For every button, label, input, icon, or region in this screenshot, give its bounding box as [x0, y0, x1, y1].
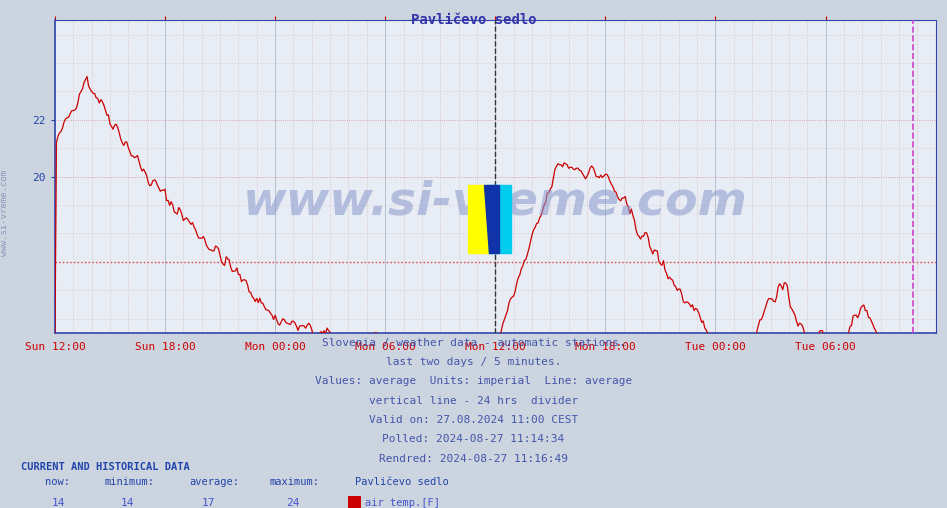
Text: Rendred: 2024-08-27 11:16:49: Rendred: 2024-08-27 11:16:49 — [379, 454, 568, 464]
Text: vertical line - 24 hrs  divider: vertical line - 24 hrs divider — [369, 396, 578, 406]
Text: average:: average: — [189, 477, 240, 487]
Text: minimum:: minimum: — [104, 477, 154, 487]
Text: www.si-vreme.com: www.si-vreme.com — [0, 170, 9, 257]
Text: now:: now: — [45, 477, 70, 487]
Text: www.si-vreme.com: www.si-vreme.com — [242, 179, 748, 224]
Text: maximum:: maximum: — [270, 477, 320, 487]
Text: Pavličevo sedlo: Pavličevo sedlo — [411, 13, 536, 27]
Text: air temp.[F]: air temp.[F] — [365, 498, 439, 508]
Text: Pavličevo sedlo: Pavličevo sedlo — [355, 477, 449, 487]
Text: last two days / 5 minutes.: last two days / 5 minutes. — [385, 357, 562, 367]
Text: 24: 24 — [286, 498, 299, 508]
Text: CURRENT AND HISTORICAL DATA: CURRENT AND HISTORICAL DATA — [21, 462, 189, 472]
Bar — [490, 185, 510, 253]
Text: Valid on: 27.08.2024 11:00 CEST: Valid on: 27.08.2024 11:00 CEST — [369, 415, 578, 425]
Text: Slovenia / weather data - automatic stations.: Slovenia / weather data - automatic stat… — [322, 338, 625, 348]
Text: Polled: 2024-08-27 11:14:34: Polled: 2024-08-27 11:14:34 — [383, 434, 564, 444]
Polygon shape — [484, 185, 498, 253]
Text: 14: 14 — [120, 498, 134, 508]
Text: 17: 17 — [202, 498, 215, 508]
Text: 14: 14 — [52, 498, 65, 508]
Bar — [468, 185, 490, 253]
Text: Values: average  Units: imperial  Line: average: Values: average Units: imperial Line: av… — [314, 376, 633, 387]
